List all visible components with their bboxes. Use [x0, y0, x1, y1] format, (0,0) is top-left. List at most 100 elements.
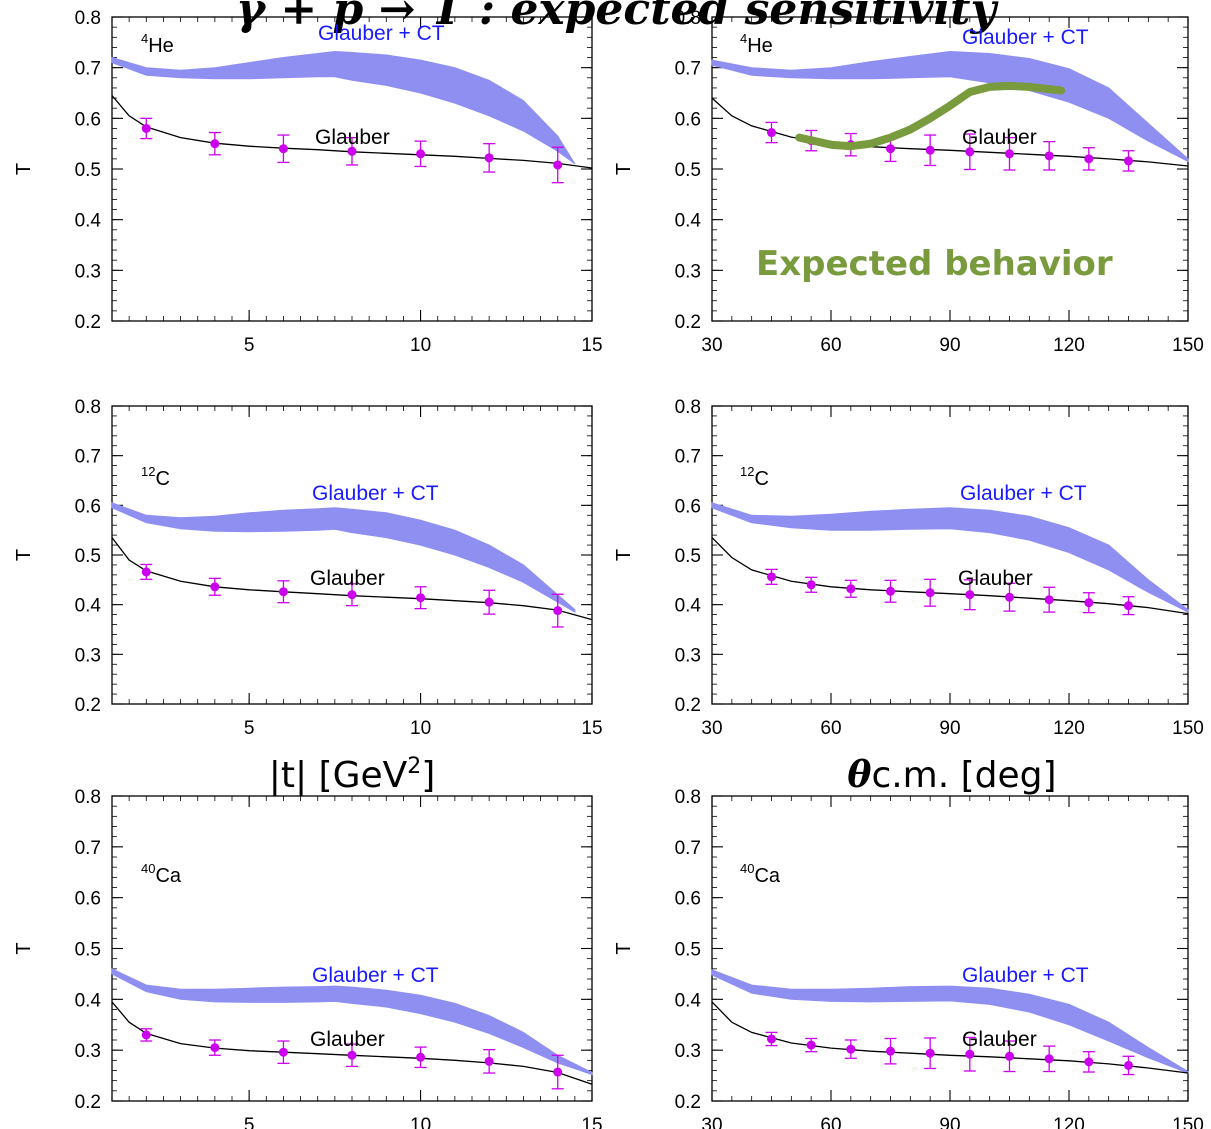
nucleus-label: 4He	[141, 31, 174, 57]
y-tick-label: 0.5	[675, 940, 701, 961]
y-tick-label: 0.7	[675, 838, 701, 859]
y-tick-label: 0.6	[75, 109, 101, 130]
data-point	[963, 1036, 976, 1072]
data-point	[924, 578, 937, 607]
ct-label: Glauber + CT	[312, 964, 439, 987]
panels: 0.2 0.3 0.4 0.5 0.6 0.7 0.8 5 10 15 T 4He Glauber + …	[13, 8, 1204, 1129]
x-tick-label: 150	[1172, 335, 1204, 356]
y-axis-label: T	[13, 942, 35, 954]
data-point	[1082, 592, 1095, 614]
glauber-curve	[111, 95, 593, 169]
y-tick-label: 0.6	[675, 889, 701, 910]
data-point	[483, 143, 496, 173]
expected-curve	[795, 81, 1066, 151]
y-tick-label: 0.3	[75, 261, 101, 282]
data-point	[208, 577, 221, 596]
data-point	[208, 131, 221, 156]
y-tick-label: 0.8	[675, 8, 701, 29]
x-tick-label: 30	[701, 718, 722, 739]
x-tick-label: 150	[1172, 718, 1204, 739]
panel-5: 0.2 0.3 0.4 0.5 0.6 0.7 0.8 5 10 15 T 40Ca Glauber +…	[13, 787, 603, 1129]
data-point	[483, 589, 496, 615]
y-tick-label: 0.7	[75, 447, 101, 468]
y-tick-label: 0.5	[675, 160, 701, 181]
data-point	[1122, 596, 1135, 616]
data-point	[1003, 136, 1016, 171]
x-axis-title-theta: θc.m. [deg]	[847, 754, 1056, 796]
data-point	[346, 1043, 358, 1068]
expected-behavior-label: Expected behavior	[756, 244, 1113, 284]
y-tick-label: 0.3	[75, 1041, 101, 1062]
y-tick-label: 0.5	[75, 940, 101, 961]
data-point	[924, 1037, 937, 1070]
data-point	[765, 1031, 778, 1047]
data-point	[924, 134, 937, 167]
panel-2: 0.2 0.3 0.4 0.5 0.6 0.7 0.8 30 60 90 120 150 T 4He Gla…	[613, 8, 1204, 356]
nucleus-label: 40Ca	[141, 861, 182, 887]
y-tick-label: 0.3	[675, 645, 701, 666]
glauber-label: Glauber	[315, 126, 390, 149]
glauber-label: Glauber	[962, 1028, 1037, 1051]
ct-band	[111, 502, 576, 613]
data-point	[551, 146, 564, 184]
y-tick-label: 0.4	[675, 211, 702, 232]
x-tick-label: 5	[244, 335, 255, 356]
data-point	[1122, 150, 1135, 172]
y-tick-label: 0.5	[675, 546, 701, 567]
x-tick-label: 60	[820, 718, 841, 739]
ct-label: Glauber + CT	[318, 22, 445, 45]
y-tick-label: 0.8	[675, 397, 701, 418]
data-point	[1043, 586, 1056, 613]
y-tick-label: 0.8	[675, 787, 701, 808]
y-tick-label: 0.4	[675, 990, 702, 1011]
y-axis-label: T	[613, 942, 635, 954]
data-point	[414, 586, 427, 610]
data-point	[346, 583, 358, 607]
y-axis-label: T	[613, 163, 635, 175]
x-axis-title-t: |t| [GeV2]	[269, 754, 436, 796]
y-tick-label: 0.2	[675, 312, 701, 333]
y-tick-label: 0.4	[75, 211, 102, 232]
data-point	[277, 134, 290, 164]
nucleus-label: 12C	[740, 464, 769, 490]
panel-3: 0.2 0.3 0.4 0.5 0.6 0.7 0.8 5 10 15 T 12C Glauber + …	[13, 397, 603, 739]
x-tick-label: 30	[701, 335, 722, 356]
ct-label: Glauber + CT	[962, 964, 1089, 987]
nucleus-label: 40Ca	[740, 861, 781, 887]
y-tick-label: 0.8	[75, 8, 101, 29]
x-tick-label: 5	[244, 1115, 255, 1129]
data-point	[346, 136, 358, 166]
y-axis-label: T	[13, 163, 35, 175]
x-tick-label: 10	[410, 335, 431, 356]
x-tick-label: 5	[244, 718, 255, 739]
x-tick-label: 120	[1053, 335, 1085, 356]
data-point	[414, 140, 427, 168]
y-tick-label: 0.8	[75, 397, 101, 418]
x-tick-label: 15	[581, 335, 602, 356]
y-tick-label: 0.2	[675, 1092, 701, 1113]
data-point	[1043, 140, 1056, 171]
ct-band	[111, 968, 593, 1076]
ct-band	[711, 502, 1189, 613]
glauber-label: Glauber	[310, 567, 385, 590]
glauber-label: Glauber	[962, 126, 1037, 149]
y-tick-label: 0.2	[75, 1092, 101, 1113]
ct-band	[711, 969, 1189, 1074]
panel-1: 0.2 0.3 0.4 0.5 0.6 0.7 0.8 5 10 15 T 4He Glauber + …	[13, 8, 603, 356]
ct-band	[711, 50, 1189, 163]
data-point	[805, 576, 818, 593]
data-point	[963, 579, 976, 611]
x-tick-label: 10	[410, 1115, 431, 1129]
y-tick-label: 0.6	[75, 889, 101, 910]
y-tick-label: 0.5	[75, 160, 101, 181]
panel-4: 0.2 0.3 0.4 0.5 0.6 0.7 0.8 30 60 90 120 150 T 12C Gla…	[613, 397, 1204, 739]
data-point	[805, 1037, 818, 1053]
data-point	[208, 1039, 221, 1056]
y-tick-label: 0.4	[75, 596, 102, 617]
y-tick-label: 0.2	[675, 695, 701, 716]
data-point	[884, 1037, 897, 1065]
x-tick-label: 30	[701, 1115, 722, 1129]
data-point	[1082, 1051, 1095, 1073]
y-tick-label: 0.5	[75, 546, 101, 567]
